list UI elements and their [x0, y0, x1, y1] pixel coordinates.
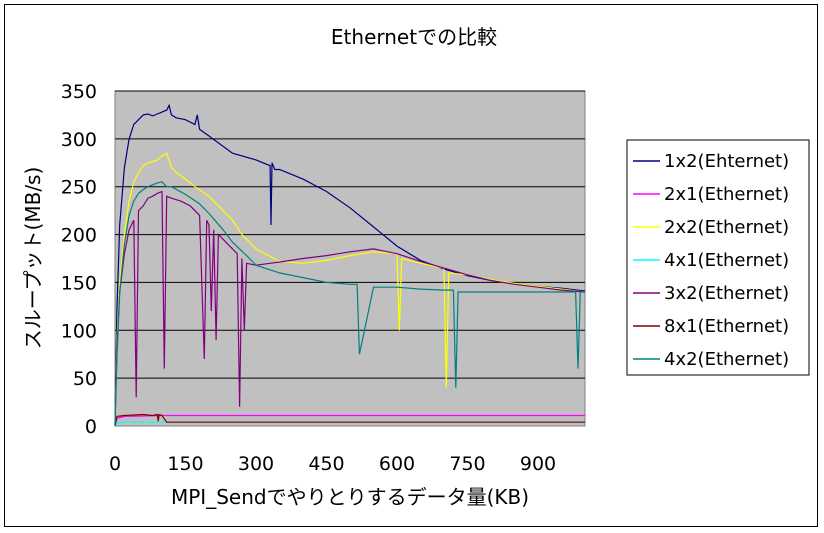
series-line-5 — [114, 190, 586, 427]
y-axis-ticks: 0 50 100 150 200 250 300 350 — [61, 81, 97, 438]
legend-entry-label: 3x2(Ethernet) — [664, 283, 789, 304]
y-tick-label: 300 — [61, 129, 97, 151]
series-line-3 — [114, 152, 586, 427]
chart-title: Ethernetでの比較 — [331, 25, 497, 49]
y-tick-label: 0 — [85, 416, 97, 438]
y-tick-label: 100 — [61, 320, 97, 342]
x-tick-label: 0 — [109, 453, 121, 475]
x-tick-label: 150 — [167, 453, 203, 475]
legend-entry-label: 2x2(Ethernet) — [664, 217, 789, 238]
series-line-2 — [114, 414, 585, 427]
gridlines — [115, 90, 585, 379]
plot-area — [114, 90, 586, 427]
x-tick-label: 600 — [379, 453, 415, 475]
series-layer — [114, 103, 586, 427]
x-tick-label: 300 — [238, 453, 274, 475]
legend-entry-label: 4x2(Ethernet) — [664, 349, 789, 370]
legend-entry-label: 4x1(Ethernet) — [664, 250, 789, 271]
y-axis-label: スループット(MB/s) — [21, 167, 45, 350]
legend: 1x2(Ehternet) 2x1(Ethernet) 2x2(Ethernet) 4… — [626, 139, 810, 376]
x-axis-ticks: 0 150 300 450 600 750 900 — [109, 453, 556, 475]
legend-entry-label: 1x2(Ehternet) — [664, 151, 789, 172]
x-axis-label: MPI_Sendでやりとりするデータ量(KB) — [171, 485, 529, 509]
legend-entry-label: 8x1(Ethernet) — [664, 316, 789, 337]
series-line-7 — [114, 181, 585, 427]
x-tick-label: 450 — [308, 453, 344, 475]
x-tick-label: 750 — [449, 453, 485, 475]
y-tick-label: 50 — [73, 368, 97, 390]
y-tick-label: 200 — [61, 225, 97, 247]
y-tick-label: 350 — [61, 81, 97, 103]
legend-entry-label: 2x1(Ethernet) — [664, 184, 789, 205]
y-tick-label: 150 — [61, 272, 97, 294]
legend-box — [626, 139, 810, 376]
y-tick-label: 250 — [61, 177, 97, 199]
x-tick-label: 900 — [520, 453, 556, 475]
series-line-6 — [114, 413, 585, 427]
